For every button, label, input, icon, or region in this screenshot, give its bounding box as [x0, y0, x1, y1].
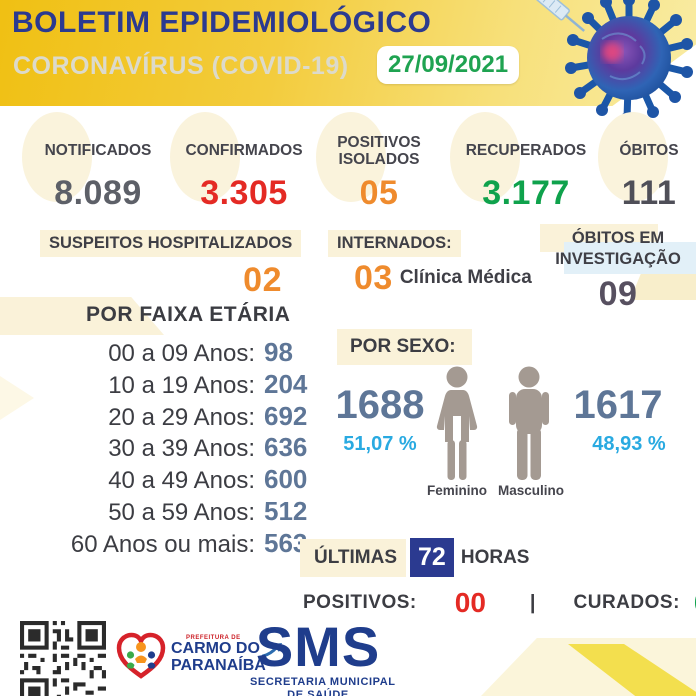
curados-label: CURADOS: — [573, 592, 680, 613]
age-label: 20 a 29 Anos: — [108, 403, 255, 431]
stat-obitos-investigacao: ÓBITOS EM INVESTIGAÇÃO 09 — [540, 224, 696, 314]
age-row: 20 a 29 Anos: 692 — [8, 401, 322, 433]
stat-label: ÓBITOS — [619, 142, 679, 160]
stat-value: 8.089 — [54, 174, 142, 212]
hours-value: 72 — [410, 538, 454, 577]
stat-value: 3.177 — [482, 174, 570, 212]
report-date: 27/09/2021 — [377, 46, 520, 84]
stat-internados: INTERNADOS: 03 Clínica Médica — [328, 230, 543, 295]
decor-patch-blue — [564, 242, 696, 274]
positivos-value: 00 — [454, 587, 486, 618]
sms-subtitle-line2: DE SAÚDE — [287, 689, 349, 696]
male-count: 1617 — [573, 383, 663, 427]
horas-label: HORAS — [460, 546, 530, 568]
stat-value: 3.305 — [200, 174, 288, 212]
stat-halo — [316, 112, 386, 202]
male-percent: 48,93 % — [592, 433, 666, 455]
male-count-block: 1617 48,93 % — [562, 385, 674, 456]
stat-value: 09 — [598, 275, 638, 314]
age-row: 50 a 59 Anos: 512 — [8, 496, 322, 528]
city-name-line1: CARMO DO — [171, 640, 260, 658]
age-label: 10 a 19 Anos: — [108, 371, 255, 399]
stat-label-line1: ÓBITOS EM — [571, 229, 665, 247]
sms-acronym: SMS — [255, 615, 381, 678]
stat-halo — [170, 112, 240, 202]
female-icon — [436, 366, 478, 480]
stat-notificados: NOTIFICADOS 8.089 — [22, 112, 168, 212]
stat-label: RECUPERADOS — [465, 142, 587, 160]
coronavirus-syringe-icon — [535, 0, 693, 124]
city-hall-logo: PREFEITURA DE CARMO DO PARANAÍBA — [114, 629, 284, 681]
age-value: 636 — [264, 432, 308, 463]
stat-halo — [22, 112, 92, 202]
stat-obitos: ÓBITOS 111 — [598, 112, 694, 212]
stat-label: CONFIRMADOS — [185, 142, 303, 160]
stat-positivos-isolados: POSITIVOS ISOLADOS 05 — [316, 112, 436, 212]
page-subtitle: CORONAVÍRUS (COVID-19) — [13, 52, 349, 80]
stat-value: 05 — [359, 174, 399, 212]
divider: | — [529, 591, 536, 614]
age-value: 204 — [264, 368, 308, 399]
city-name-line2: PARANAÍBA — [171, 657, 266, 674]
sex-section-title: POR SEXO: — [337, 329, 472, 365]
age-row: 10 a 19 Anos: 204 — [8, 369, 322, 401]
growth-arrow-icon — [261, 642, 282, 658]
age-section-title: POR FAIXA ETÁRIA — [86, 303, 291, 326]
age-row: 40 a 49 Anos: 600 — [8, 464, 322, 496]
curados-value: 02 — [694, 589, 696, 617]
age-row: 30 a 39 Anos: 636 — [8, 432, 322, 464]
female-label: Feminino — [427, 483, 487, 498]
prefeitura-label: PREFEITURA DE — [186, 635, 241, 642]
age-row: 60 Anos ou mais: 563 — [8, 528, 322, 560]
syringe-icon — [535, 0, 585, 32]
stat-value: 02 — [243, 261, 282, 299]
age-value: 600 — [264, 464, 308, 495]
page-title: BOLETIM EPIDEMIOLÓGICO — [12, 6, 432, 39]
stat-label-line2: INVESTIGAÇÃO — [555, 249, 681, 268]
header-band: BOLETIM EPIDEMIOLÓGICO CORONAVÍRUS (COVI… — [0, 0, 696, 106]
age-value: 98 — [264, 337, 293, 367]
stat-detail: Clínica Médica — [399, 267, 532, 288]
age-label: 00 a 09 Anos: — [108, 340, 255, 367]
stat-recuperados: RECUPERADOS 3.177 — [450, 112, 596, 212]
positivos-label: POSITIVOS: — [303, 592, 417, 613]
stat-confirmados: CONFIRMADOS 3.305 — [170, 112, 312, 212]
female-count-block: 1688 51,07 % — [328, 385, 432, 456]
stat-suspeitos-hospitalizados: SUSPEITOS HOSPITALIZADOS 02 — [40, 230, 308, 297]
female-count: 1688 — [335, 383, 425, 427]
stat-label: POSITIVOS ISOLADOS — [337, 133, 421, 168]
age-value: 692 — [264, 400, 308, 431]
female-percent: 51,07 % — [343, 433, 417, 455]
age-label: 50 a 59 Anos: — [108, 498, 255, 526]
sms-logo: SMS SECRETARIA MUNICIPAL DE SAÚDE — [250, 615, 396, 696]
qr-code — [20, 621, 106, 696]
age-label: 30 a 39 Anos: — [108, 435, 255, 463]
age-label: 60 Anos ou mais: — [70, 530, 255, 558]
stat-halo — [450, 112, 520, 202]
male-label: Masculino — [498, 483, 565, 498]
stat-halo — [598, 112, 668, 202]
stat-label: NOTIFICADOS — [44, 142, 152, 160]
stat-label: INTERNADOS: — [328, 230, 461, 257]
age-value: 512 — [264, 495, 308, 526]
sms-subtitle-line1: SECRETARIA MUNICIPAL — [250, 676, 396, 689]
stat-value: 111 — [621, 174, 677, 212]
age-label: 40 a 49 Anos: — [108, 467, 255, 495]
age-group-list: 00 a 09 Anos: 98 10 a 19 Anos: 204 20 a 29… — [8, 337, 322, 560]
ultimas-label: ÚLTIMAS — [300, 538, 407, 577]
last-hours-values: POSITIVOS: 00 | CURADOS: 02 — [303, 587, 696, 618]
stat-value: 03 — [354, 259, 393, 297]
last-hours-header: ÚLTIMAS 72 HORAS — [300, 538, 529, 577]
stat-label: SUSPEITOS HOSPITALIZADOS — [40, 230, 302, 257]
age-row: 00 a 09 Anos: 98 — [8, 337, 322, 369]
heart-people-icon — [116, 632, 166, 679]
male-icon — [509, 366, 549, 480]
decor-age-title-patch — [0, 297, 164, 335]
